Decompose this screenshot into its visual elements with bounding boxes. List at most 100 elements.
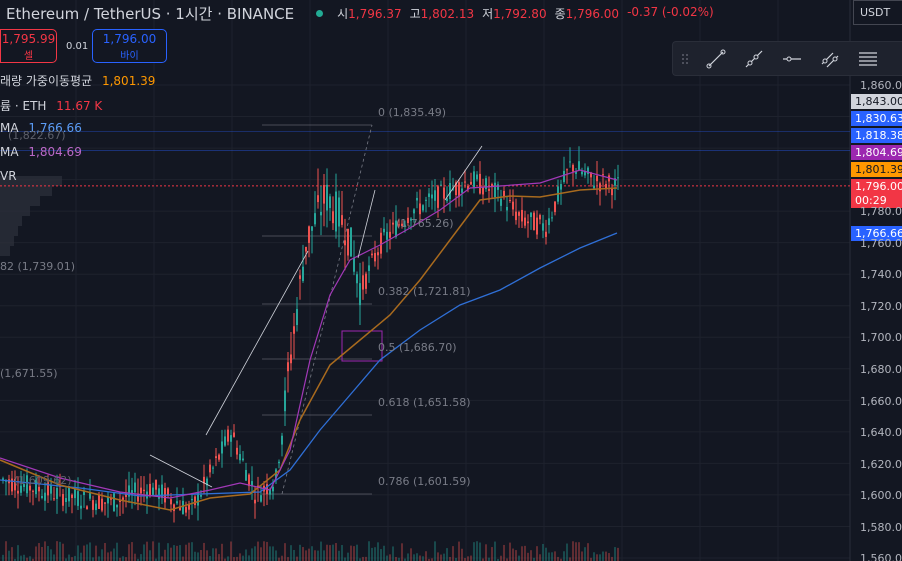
candle-body [419,203,421,215]
volume-bar [146,541,148,561]
buy-button[interactable]: 1,796.00 바이 [92,29,167,63]
candle-body [278,461,280,464]
fib-lines-icon[interactable] [849,42,887,75]
candle-body [53,498,55,500]
symbol-title[interactable]: Ethereum / TetherUS · 1시간 · BINANCE [6,4,295,23]
volume-bar [62,543,64,561]
volume-bar [518,555,520,561]
volume-bar [515,550,517,561]
legend-ma-purple-name: MA [0,145,19,159]
volume-bar [557,556,559,561]
candle-body [254,499,256,504]
candle-body [188,504,190,510]
volume-bar [551,552,553,561]
candle-body [455,182,457,195]
volume-bar [26,557,28,561]
candle-body [194,496,196,506]
volume-bar [458,541,460,561]
candle-body [518,212,520,216]
candle-body [578,161,580,170]
candle-body [65,498,67,503]
volume-bar [455,557,457,561]
volume-bar [59,541,61,561]
fib-zone-box [341,330,383,362]
candle-body [101,498,103,511]
candle-body [362,275,364,290]
candle-body [197,492,199,506]
currency-selector[interactable]: USDT [853,0,902,25]
trend-line-icon[interactable] [697,42,735,75]
legend-ma-blue[interactable]: MA 1,766.66 [0,121,82,135]
candle-body [20,485,22,493]
volume-bar [98,556,100,561]
price-badge-vwma: 1,801.39 [851,162,902,177]
volume-bar [461,548,463,561]
candle-body [302,266,304,282]
legend-ma-purple[interactable]: MA 1,804.69 [0,145,82,159]
volume-bar [377,542,379,561]
change-value: -0.37 (-0.02%) [627,4,714,19]
volume-bar [188,542,190,561]
horizontal-line-icon[interactable] [773,42,811,75]
volume-bar [20,555,22,561]
volume-bar [89,542,91,561]
volume-bar [158,542,160,561]
parallel-channel-icon[interactable] [811,42,849,75]
vpvr-bar [0,176,62,186]
price-badge-countdown: 00:29 [851,193,902,208]
ray-icon[interactable] [735,42,773,75]
legend-volume[interactable]: 륨 · ETH 11.67 K [0,97,102,114]
volume-bar [392,546,394,561]
volume-bar [269,546,271,561]
candle-body [353,257,355,272]
candle-body [2,478,4,480]
candle-body [209,464,211,473]
volume-bar [371,547,373,561]
volume-bar [317,550,319,561]
volume-bar [122,556,124,561]
volume-bar [449,556,451,561]
volume-bar [599,554,601,561]
volume-bar [230,541,232,561]
legend-volume-name: 륨 · ETH [0,99,47,113]
candle-body [173,504,175,512]
volume-bar [326,544,328,561]
fib-level-label: 0.5 (1,686.70) [378,341,457,354]
candle-body [158,488,160,499]
volume-bar [590,557,592,561]
candle-body [497,184,499,190]
price-badge-high: 1,843.00 [851,94,902,109]
volume-bar [107,552,109,561]
volume-bar [575,542,577,561]
drag-handle-icon[interactable] [673,42,697,75]
volume-bar [284,543,286,561]
volume-bar [113,548,115,561]
volume-bar [245,549,247,561]
vpvr-bar [0,246,10,256]
candle-body [542,223,544,231]
volume-bar [167,543,169,561]
candle-body [380,232,382,254]
candle-body [74,488,76,499]
candle-body [530,212,532,218]
volume-bar [404,558,406,561]
volume-bar [329,545,331,561]
legend-vpvr[interactable]: VR [0,169,17,183]
trend-line [149,454,213,488]
sell-button[interactable]: 1,795.99 셀 [0,29,57,63]
legend-ma-blue-value: 1,766.66 [28,121,82,135]
volume-bar [149,550,151,561]
price-badge-fib-top: 1,830.63 [851,111,902,126]
candle-body [449,183,451,200]
candle-body [134,482,136,493]
candle-body [404,224,406,226]
low-label: 저 [482,6,494,21]
legend-vwma[interactable]: 래량 가중이동평균 1,801.39 [0,72,155,89]
candle-body [551,217,553,219]
candle-body [554,201,556,213]
candle-body [260,495,262,502]
candle-body [488,188,490,191]
volume-bar [152,541,154,561]
candle-body [512,201,514,210]
